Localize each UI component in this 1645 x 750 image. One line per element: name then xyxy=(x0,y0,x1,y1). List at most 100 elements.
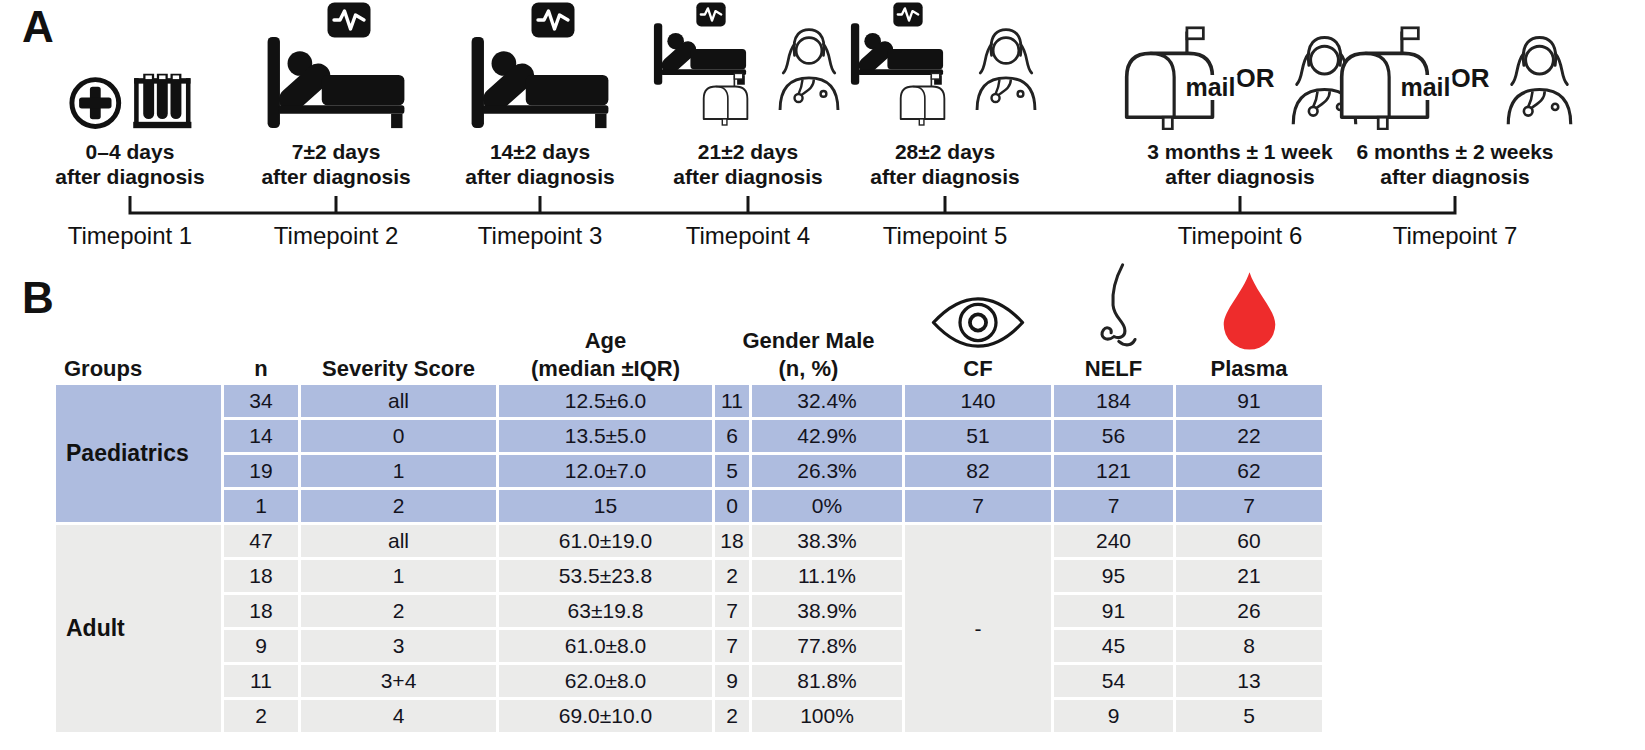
cell-nelf: 184 xyxy=(1054,385,1173,417)
timepoint-2-label: Timepoint 2 xyxy=(274,222,399,250)
cell-male_n: 2 xyxy=(715,700,749,732)
cell-male_n: 9 xyxy=(715,665,749,697)
hospital-bed-icon xyxy=(465,35,615,130)
cell-male_n: 2 xyxy=(715,560,749,592)
cell-nelf: 95 xyxy=(1054,560,1173,592)
blood-drop-icon xyxy=(1222,270,1277,350)
doctor-icon xyxy=(772,24,846,114)
cell-n: 9 xyxy=(224,630,298,662)
table-body: Paediatrics34all12.5±6.01132.4%140184911… xyxy=(56,385,1322,732)
cohort-table: Groups n Severity Score Age (median ±IQR… xyxy=(56,255,1322,732)
cell-age: 62.0±8.0 xyxy=(499,665,712,697)
cell-age: 15 xyxy=(499,490,712,522)
timepoint-4-block: 21±2 days after diagnosis xyxy=(650,2,846,190)
timepoint-7-block: mail OR 6 months ± 2 weeks after diagnos… xyxy=(1331,2,1580,190)
timepoint-6-caption: 3 months ± 1 week after diagnosis xyxy=(1147,139,1332,190)
mailbox-icon xyxy=(700,72,752,126)
cell-severity: 1 xyxy=(301,455,496,487)
cell-male_pct: 81.8% xyxy=(752,665,902,697)
timepoint-4-icons xyxy=(650,2,846,130)
cell-cf: 51 xyxy=(905,420,1051,452)
cell-n: 11 xyxy=(224,665,298,697)
group-cell: Paediatrics xyxy=(56,385,221,522)
cell-nelf: 91 xyxy=(1054,595,1173,627)
cell-age: 61.0±8.0 xyxy=(499,630,712,662)
timepoint-6-label: Timepoint 6 xyxy=(1178,222,1303,250)
doctor-icon xyxy=(1500,34,1580,126)
nose-icon xyxy=(1087,262,1141,350)
timepoint-3-icons xyxy=(465,2,615,130)
cell-n: 1 xyxy=(224,490,298,522)
cell-nelf: 7 xyxy=(1054,490,1173,522)
header-nelf: NELF xyxy=(1054,262,1173,383)
vitals-monitor-icon xyxy=(327,2,371,38)
header-plasma: Plasma xyxy=(1176,270,1322,383)
cell-male_n: 11 xyxy=(715,385,749,417)
cell-severity: all xyxy=(301,385,496,417)
group-cell: Adult xyxy=(56,525,221,732)
or-label: OR xyxy=(1451,63,1490,94)
cell-n: 18 xyxy=(224,560,298,592)
mail-label: mail xyxy=(1183,75,1237,100)
cell-male_n: 0 xyxy=(715,490,749,522)
timepoint-1-caption: 0–4 days after diagnosis xyxy=(55,139,204,190)
cell-severity: 2 xyxy=(301,490,496,522)
or-label: OR xyxy=(1236,63,1275,94)
timepoint-7-icons: mail OR xyxy=(1331,2,1580,130)
timepoint-7-caption: 6 months ± 2 weeks after diagnosis xyxy=(1356,139,1553,190)
cell-male_n: 18 xyxy=(715,525,749,557)
header-cf: CF xyxy=(905,295,1051,383)
timepoint-2-block: 7±2 days after diagnosis xyxy=(261,2,411,190)
table-header-row: Groups n Severity Score Age (median ±IQR… xyxy=(56,255,1322,385)
timepoint-4-caption: 21±2 days after diagnosis xyxy=(673,139,822,190)
figure-canvas: A 0–4 days after diagnosis xyxy=(0,0,1645,750)
cell-plasma: 91 xyxy=(1176,385,1322,417)
header-groups: Groups xyxy=(56,355,221,383)
cell-male_pct: 100% xyxy=(752,700,902,732)
test-tubes-icon xyxy=(132,70,192,130)
cell-male_pct: 38.3% xyxy=(752,525,902,557)
cell-severity: 2 xyxy=(301,595,496,627)
cell-severity: all xyxy=(301,525,496,557)
timepoint-6-block: mail OR 3 months ± 1 week after diagnosi… xyxy=(1116,2,1365,190)
cell-nelf: 121 xyxy=(1054,455,1173,487)
cell-plasma: 60 xyxy=(1176,525,1322,557)
panel-a-timeline: A 0–4 days after diagnosis xyxy=(0,0,1645,255)
cell-age: 13.5±5.0 xyxy=(499,420,712,452)
mail-label: mail xyxy=(1398,75,1452,100)
cell-age: 53.5±23.8 xyxy=(499,560,712,592)
cell-plasma: 8 xyxy=(1176,630,1322,662)
cell-age: 12.0±7.0 xyxy=(499,455,712,487)
cell-nelf: 45 xyxy=(1054,630,1173,662)
header-gender-male: Gender Male (n, %) xyxy=(715,327,902,382)
mailbox-icon xyxy=(897,72,949,126)
cell-n: 2 xyxy=(224,700,298,732)
cell-plasma: 5 xyxy=(1176,700,1322,732)
timepoint-1-block: 0–4 days after diagnosis xyxy=(55,2,204,190)
cell-male_n: 7 xyxy=(715,630,749,662)
cell-plasma: 7 xyxy=(1176,490,1322,522)
cell-severity: 3+4 xyxy=(301,665,496,697)
cell-nelf: 54 xyxy=(1054,665,1173,697)
header-age: Age (median ±IQR) xyxy=(499,327,712,382)
timepoint-5-label: Timepoint 5 xyxy=(883,222,1008,250)
cell-nelf: 240 xyxy=(1054,525,1173,557)
cell-age: 69.0±10.0 xyxy=(499,700,712,732)
panel-b-table-section: B Groups n Severity Score Age (median ±I… xyxy=(0,255,1645,750)
cell-male_n: 7 xyxy=(715,595,749,627)
cell-severity: 0 xyxy=(301,420,496,452)
cell-cf: 82 xyxy=(905,455,1051,487)
hospital-bed-icon xyxy=(261,35,411,130)
cell-plasma: 62 xyxy=(1176,455,1322,487)
timepoint-6-icons: mail OR xyxy=(1116,2,1365,130)
timepoint-1-icons xyxy=(68,2,192,130)
timepoint-1-label: Timepoint 1 xyxy=(68,222,193,250)
medical-cross-icon xyxy=(68,76,122,130)
cf-merged-cell: - xyxy=(905,525,1051,732)
panel-b-label: B xyxy=(22,273,54,323)
cell-n: 47 xyxy=(224,525,298,557)
cell-nelf: 56 xyxy=(1054,420,1173,452)
cell-n: 14 xyxy=(224,420,298,452)
cell-severity: 4 xyxy=(301,700,496,732)
cell-plasma: 22 xyxy=(1176,420,1322,452)
